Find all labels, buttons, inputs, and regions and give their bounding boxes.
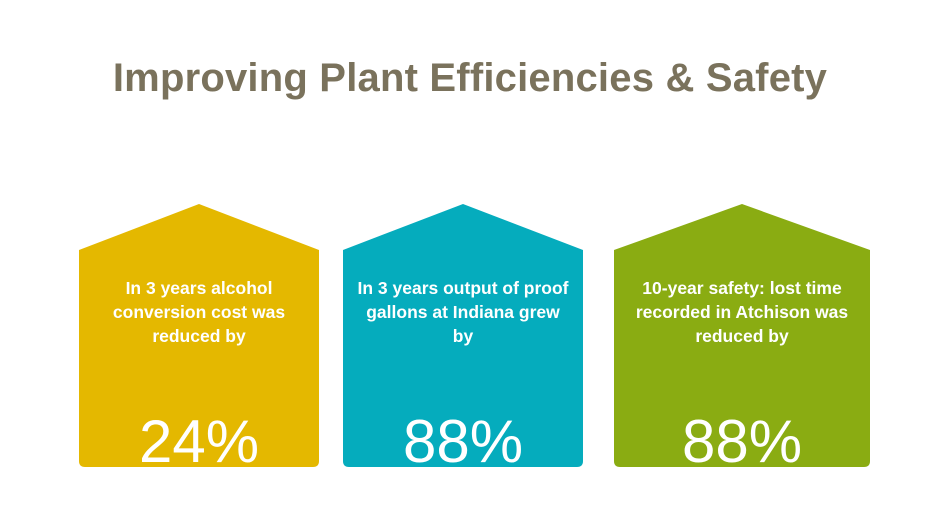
- stat-description: In 3 years alcohol conversion cost was r…: [112, 278, 286, 346]
- stat-card-conversion-cost: In 3 years alcohol conversion cost was r…: [79, 204, 319, 467]
- house-shape: [614, 204, 870, 467]
- stat-value: 88%: [681, 408, 803, 475]
- house-shape: [79, 204, 319, 467]
- stat-value: 24%: [138, 408, 260, 475]
- slide-title: Improving Plant Efficiencies & Safety: [112, 56, 828, 100]
- stat-card-proof-gallons: In 3 years output of proof gallons at In…: [343, 204, 583, 467]
- stat-description: 10-year safety: lost time recorded in At…: [635, 278, 849, 346]
- stat-value: 88%: [402, 408, 524, 475]
- stat-description: In 3 years output of proof gallons at In…: [357, 278, 569, 346]
- stat-card-safety: 10-year safety: lost time recorded in At…: [614, 204, 870, 467]
- house-shape: [343, 204, 583, 467]
